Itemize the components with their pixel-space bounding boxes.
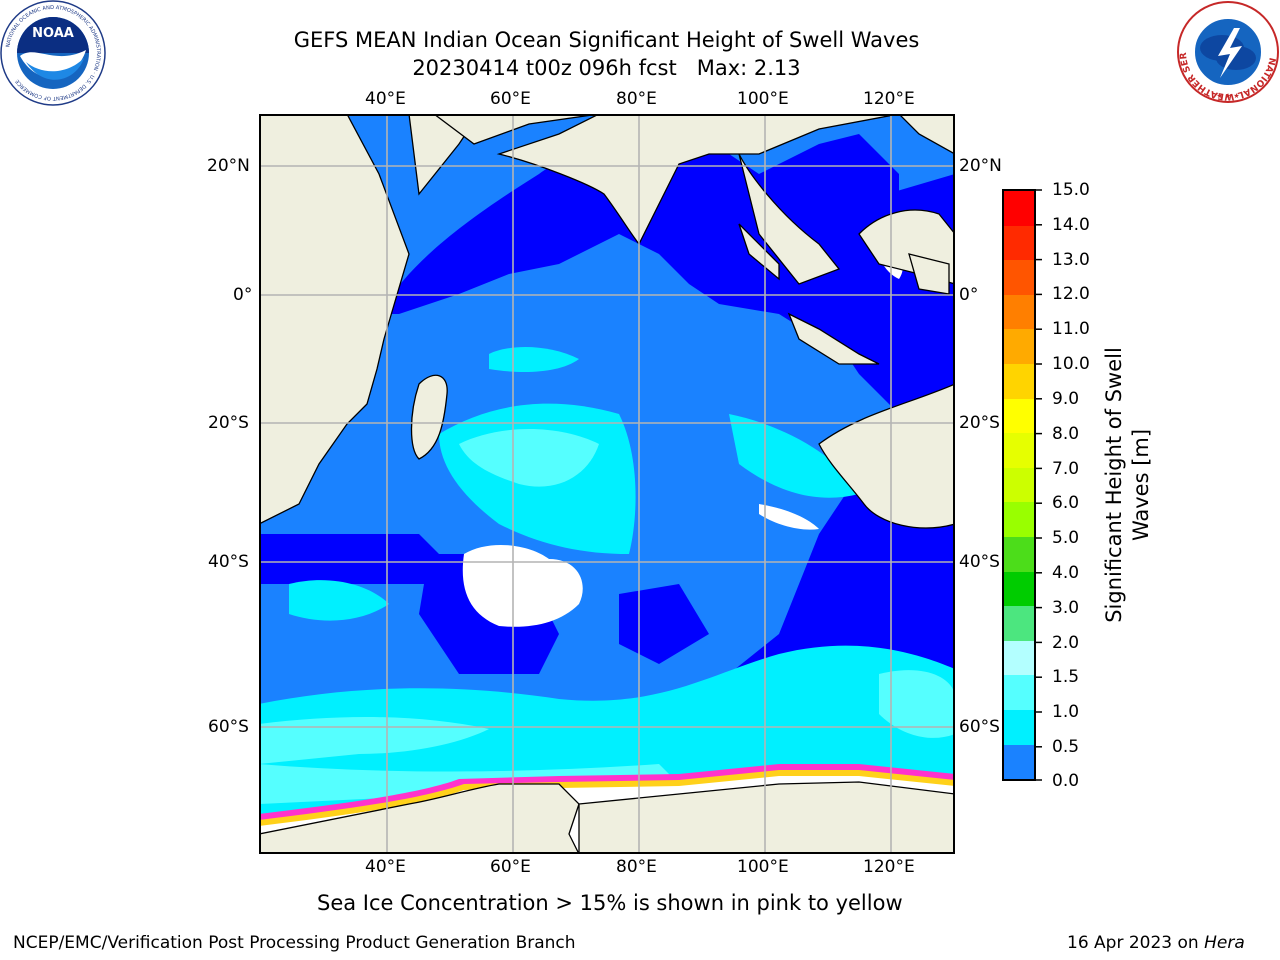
colorbar-tick: 2.0: [1052, 633, 1080, 653]
colorbar-tick: 6.0: [1052, 493, 1080, 513]
land-masses: [260, 115, 954, 853]
lon-label-bottom: 80°E: [616, 857, 657, 877]
colorbar-swatch: [1004, 191, 1034, 226]
colorbar-tick: 12.0: [1052, 284, 1090, 304]
lon-label-bottom: 100°E: [737, 857, 789, 877]
colorbar-swatch: [1004, 536, 1034, 572]
graticule: [260, 115, 954, 853]
colorbar-swatch: [1004, 467, 1034, 503]
colorbar-swatch: [1004, 709, 1034, 745]
colorbar-tick: 0.0: [1052, 771, 1080, 791]
colorbar-swatch: [1004, 640, 1034, 676]
lon-label-top: 100°E: [737, 89, 789, 109]
colorbar-tick: 1.0: [1052, 702, 1080, 722]
colorbar-tick: 11.0: [1052, 319, 1090, 339]
colorbar-tick-marks: [1036, 189, 1042, 781]
lat-label-left: 40°S: [208, 552, 249, 572]
colorbar-tick: 3.0: [1052, 598, 1080, 618]
lon-label-bottom: 120°E: [863, 857, 915, 877]
colorbar-swatch: [1004, 398, 1034, 434]
colorbar-tick: 9.0: [1052, 389, 1080, 409]
colorbar: [1002, 189, 1036, 781]
colorbar-swatch: [1004, 225, 1034, 261]
lon-label-top: 80°E: [616, 89, 657, 109]
colorbar-swatch: [1004, 433, 1034, 468]
colorbar-tick: 1.5: [1052, 667, 1080, 687]
lat-label-right: 60°S: [959, 717, 1000, 737]
colorbar-swatch: [1004, 675, 1034, 710]
lon-label-top: 40°E: [365, 89, 406, 109]
colorbar-swatch: [1004, 294, 1034, 330]
lon-label-bottom: 40°E: [365, 857, 406, 877]
colorbar-tick: 10.0: [1052, 354, 1090, 374]
sea-ice-note: Sea Ice Concentration > 15% is shown in …: [317, 891, 903, 915]
lat-label-left: 0°: [233, 285, 253, 305]
noaa-logo: NOAA NATIONAL OCEANIC AND ATMOSPHERIC AD…: [0, 0, 106, 106]
lat-label-right: 20°S: [959, 413, 1000, 433]
colorbar-tick: 14.0: [1052, 215, 1090, 235]
colorbar-tick: 0.5: [1052, 737, 1080, 757]
lat-label-left: 20°S: [208, 413, 249, 433]
branch-credit: NCEP/EMC/Verification Post Processing Pr…: [13, 933, 576, 953]
lon-label-top: 60°E: [490, 89, 531, 109]
forecast-subtitle: 20230414 t00z 096h fcst Max: 2.13: [412, 56, 801, 80]
nws-logo: NATIONAL WEATHER SERVICE ★ ★ ★: [1173, 0, 1280, 104]
generation-date: 16 Apr 2023 on Hera: [1067, 933, 1245, 953]
colorbar-tick: 7.0: [1052, 459, 1080, 479]
lon-label-top: 120°E: [863, 89, 915, 109]
colorbar-swatch: [1004, 260, 1034, 295]
colorbar-swatch: [1004, 606, 1034, 641]
colorbar-tick: 15.0: [1052, 180, 1090, 200]
colorbar-swatch: [1004, 502, 1034, 537]
colorbar-tick: 4.0: [1052, 563, 1080, 583]
colorbar-tick: 8.0: [1052, 424, 1080, 444]
swell-height-map: [259, 114, 955, 854]
colorbar-swatch: [1004, 571, 1034, 607]
colorbar-swatch: [1004, 329, 1034, 364]
lon-label-bottom: 60°E: [490, 857, 531, 877]
colorbar-tick: 13.0: [1052, 250, 1090, 270]
svg-text:★ ★ ★: ★ ★ ★: [1216, 92, 1239, 100]
svg-text:NOAA: NOAA: [32, 26, 74, 41]
lat-label-left: 20°N: [207, 156, 250, 176]
map-title: GEFS MEAN Indian Ocean Significant Heigh…: [293, 28, 920, 52]
colorbar-swatch: [1004, 363, 1034, 399]
lat-label-right: 40°S: [959, 552, 1000, 572]
lat-label-right: 0°: [959, 285, 979, 305]
colorbar-tick: 5.0: [1052, 528, 1080, 548]
lat-label-left: 60°S: [208, 717, 249, 737]
lat-label-right: 20°N: [959, 156, 1002, 176]
colorbar-swatch: [1004, 744, 1034, 780]
machine-name: Hera: [1204, 933, 1245, 953]
